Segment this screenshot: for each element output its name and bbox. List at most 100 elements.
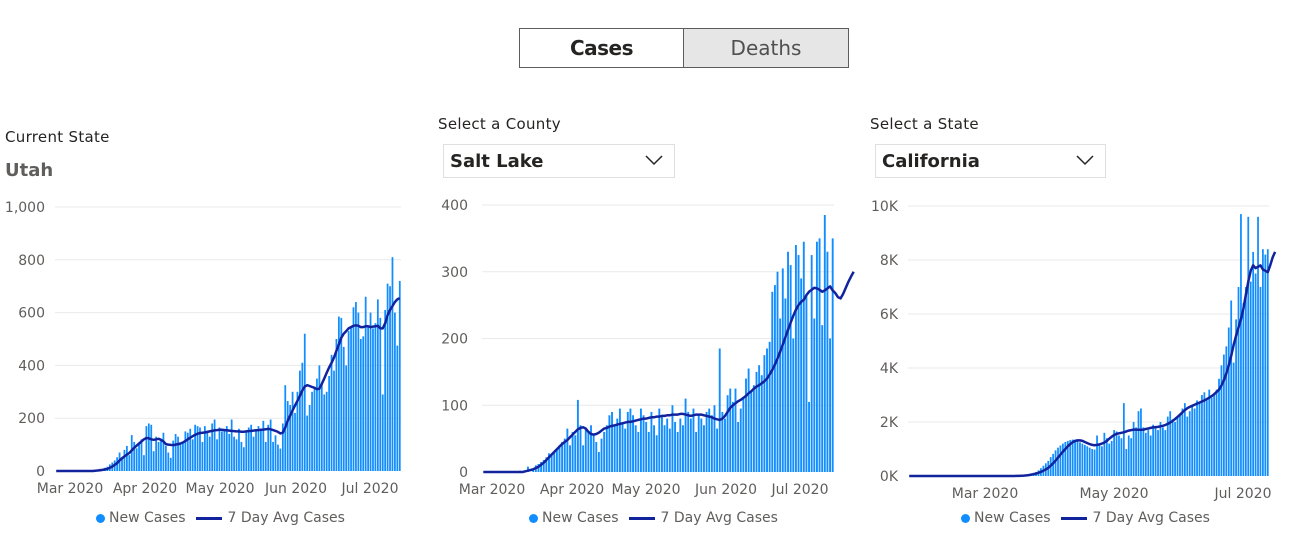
new-cases-bar <box>616 418 619 472</box>
new-cases-bar <box>527 466 529 472</box>
new-cases-bar <box>376 299 379 471</box>
legend: New Cases 7 Day Avg Cases <box>529 510 778 526</box>
new-cases-bar <box>374 323 377 471</box>
new-cases-bar <box>281 423 284 471</box>
new-cases-bar <box>550 455 553 472</box>
new-cases-bar <box>629 408 632 472</box>
new-cases-bar <box>582 445 585 472</box>
new-cases-bar <box>150 424 153 471</box>
select-state-label: Select a State <box>870 115 979 133</box>
y-tick-label: 100 <box>441 398 468 414</box>
new-cases-bar <box>323 394 326 471</box>
legend-new-cases-swatch <box>529 513 538 523</box>
new-cases-bar <box>301 362 304 471</box>
new-cases-bar <box>1235 319 1237 476</box>
new-cases-bar <box>1096 435 1098 476</box>
new-cases-bar <box>545 457 548 472</box>
new-cases-bar <box>1125 449 1128 476</box>
cases-toggle-button[interactable]: Cases <box>519 28 684 68</box>
new-cases-bar <box>658 408 661 472</box>
new-cases-bar <box>595 441 598 472</box>
new-cases-bar <box>563 438 566 472</box>
new-cases-bar <box>618 408 621 472</box>
new-cases-bar <box>257 426 260 471</box>
new-cases-bar <box>1259 287 1262 476</box>
new-cases-bar <box>1064 441 1067 476</box>
new-cases-bar <box>230 419 233 471</box>
new-cases-bar <box>272 441 274 471</box>
new-cases-bar <box>676 431 679 472</box>
new-cases-bar <box>705 411 708 472</box>
new-cases-bar <box>1237 287 1240 476</box>
new-cases-bar <box>763 355 766 472</box>
new-cases-bar <box>364 296 367 471</box>
new-cases-bar <box>152 451 155 471</box>
state-dropdown[interactable]: California <box>875 144 1106 178</box>
new-cases-bar <box>569 445 571 472</box>
new-cases-bar <box>1118 435 1120 476</box>
y-tick-label: 0 <box>459 465 468 481</box>
new-cases-bar <box>815 241 818 472</box>
chevron-down-icon <box>645 155 663 166</box>
new-cases-bar <box>194 424 196 471</box>
new-cases-bar <box>671 405 674 472</box>
new-cases-bar <box>1054 450 1057 476</box>
new-cases-bar <box>597 451 600 472</box>
new-cases-bar <box>172 440 175 471</box>
new-cases-bar <box>330 354 333 471</box>
current-state-label: Current State <box>5 128 110 146</box>
new-cases-bar <box>1057 447 1059 476</box>
new-cases-bar <box>576 399 579 472</box>
new-cases-bar <box>1264 254 1267 476</box>
new-cases-bar <box>1147 430 1150 476</box>
new-cases-bar <box>708 408 711 472</box>
new-cases-bar <box>1254 273 1257 476</box>
new-cases-bar <box>579 425 582 472</box>
new-cases-bar <box>668 428 671 472</box>
deaths-toggle-button[interactable]: Deaths <box>684 28 849 68</box>
new-cases-bar <box>584 428 587 472</box>
new-cases-bar <box>1159 422 1162 476</box>
legend-avg-cases-label: 7 Day Avg Cases <box>660 510 778 526</box>
new-cases-bar <box>167 452 170 471</box>
new-cases-bar <box>303 333 306 471</box>
new-cases-bar <box>655 435 658 472</box>
legend: New Cases 7 Day Avg Cases <box>96 510 345 526</box>
new-cases-bar <box>145 426 148 471</box>
y-tick-label: 8K <box>880 253 899 269</box>
y-tick-label: 2K <box>880 415 899 431</box>
x-tick-label: Jun 2020 <box>264 481 327 497</box>
new-cases-bar <box>174 434 177 471</box>
new-cases-bar <box>1218 378 1220 476</box>
new-cases-bar <box>1240 214 1242 476</box>
new-cases-bar <box>687 411 690 472</box>
y-tick-label: 1,000 <box>5 200 45 216</box>
new-cases-bar <box>1079 442 1081 476</box>
new-cases-bar <box>347 331 350 471</box>
x-tick-label: May 2020 <box>611 482 680 498</box>
new-cases-bar <box>199 427 201 471</box>
new-cases-bar <box>587 431 590 472</box>
new-cases-bar <box>821 325 824 472</box>
new-cases-bar <box>1188 411 1191 476</box>
new-cases-bar <box>808 401 810 472</box>
avg-cases-line <box>56 296 401 473</box>
new-cases-bar <box>1230 300 1233 476</box>
new-cases-bar <box>208 436 211 471</box>
county-dropdown[interactable]: Salt Lake <box>443 144 675 178</box>
new-cases-bar <box>645 421 648 472</box>
new-cases-bar <box>255 431 257 471</box>
new-cases-bar <box>789 265 792 472</box>
new-cases-bar <box>1137 411 1140 476</box>
new-cases-bar <box>700 418 703 472</box>
new-cases-bar <box>394 312 396 471</box>
new-cases-bar <box>1115 431 1118 476</box>
new-cases-bar <box>225 426 228 471</box>
new-cases-bar <box>613 425 616 472</box>
current-state-value: Utah <box>5 160 54 181</box>
avg-cases-line <box>483 271 855 474</box>
new-cases-bar <box>216 439 218 471</box>
new-cases-bar <box>747 368 750 472</box>
new-cases-bar <box>1205 400 1208 476</box>
new-cases-bar <box>810 255 813 472</box>
